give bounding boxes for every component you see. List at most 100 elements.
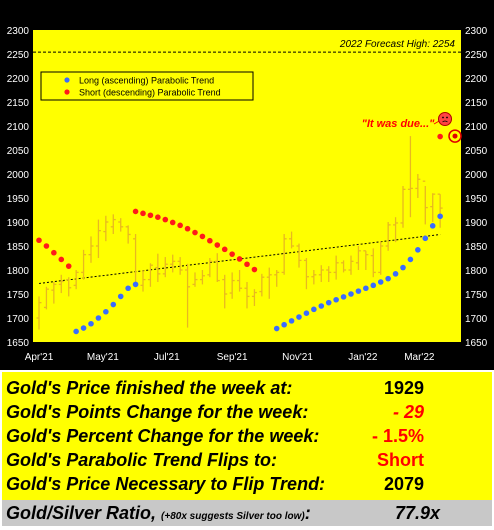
long-trend-dot	[429, 223, 436, 229]
stat-value: 2079	[383, 474, 424, 494]
long-trend-dot	[377, 279, 384, 285]
y-tick-label-left: 1750	[7, 290, 30, 301]
long-trend-dot	[415, 247, 421, 253]
x-tick-label: Jul'21	[154, 352, 180, 363]
short-trend-dot	[236, 256, 243, 262]
face-eye	[442, 116, 444, 119]
long-trend-dot	[385, 275, 391, 282]
y-tick-label-right: 1650	[465, 338, 488, 349]
long-trend-dot	[110, 301, 117, 308]
stat-row-percent-change: Gold's Percent Change for the week: - 1.…	[2, 424, 492, 448]
short-trend-dot	[229, 251, 235, 257]
x-tick-label: Sep'21	[217, 352, 248, 363]
y-tick-label-left: 1950	[7, 194, 30, 205]
long-trend-dot	[88, 320, 94, 327]
y-tick-label-left: 2050	[7, 146, 30, 157]
short-trend-dot	[51, 249, 57, 256]
short-trend-dot	[169, 219, 176, 226]
long-trend-dot	[125, 285, 131, 292]
stat-row-trend-flip: Gold's Parabolic Trend Flips to: Short	[2, 448, 492, 472]
short-trend-dot	[184, 225, 191, 232]
y-tick-label-right: 1850	[465, 242, 488, 253]
stat-row-points-change: Gold's Points Change for the week: - 29	[2, 400, 492, 424]
long-trend-dot	[318, 303, 325, 309]
long-trend-dot	[80, 325, 87, 331]
legend-box	[40, 71, 254, 101]
stats-panel: Gold's Price finished the week at: 1929 …	[2, 372, 492, 526]
worried-face-icon	[438, 112, 452, 126]
gs-sep: :	[304, 503, 311, 523]
y-tick-label-left: 2000	[7, 170, 30, 181]
short-trend-dot	[214, 242, 221, 248]
y-tick-label-right: 1950	[465, 194, 488, 205]
stat-value: Short	[377, 450, 424, 470]
gs-note: (+80x suggests Silver too low)	[161, 511, 305, 522]
gold-silver-ratio-row: Gold/Silver Ratio, (+80x suggests Silver…	[2, 500, 492, 526]
legend-marker	[64, 89, 70, 95]
short-trend-dot	[43, 243, 50, 249]
short-trend-dot	[65, 263, 72, 269]
short-trend-dot	[437, 133, 443, 140]
long-trend-dot	[407, 256, 414, 263]
y-tick-label-left: 2300	[7, 26, 30, 37]
y-tick-label-right: 1700	[465, 314, 488, 325]
long-trend-dot	[400, 264, 406, 271]
gs-label-text: Gold/Silver Ratio,	[6, 503, 157, 523]
y-tick-label-left: 1700	[7, 314, 30, 325]
legend-label: Short (descending) Parabolic Trend	[79, 88, 221, 98]
flip-marker-center	[452, 133, 458, 139]
long-trend-dot	[437, 213, 443, 220]
x-tick-label: Jan'22	[348, 352, 378, 363]
long-trend-dot	[348, 291, 354, 297]
y-tick-label-right: 2100	[465, 122, 488, 133]
y-tick-label-left: 2250	[7, 50, 30, 61]
stat-label: Gold's Parabolic Trend Flips to:	[6, 450, 277, 470]
y-tick-label-right: 2250	[465, 50, 488, 61]
long-trend-dot	[303, 310, 310, 317]
short-trend-dot	[155, 214, 161, 220]
y-tick-label-left: 2100	[7, 122, 30, 133]
long-trend-dot	[103, 308, 109, 315]
stat-row-flip-price: Gold's Price Necessary to Flip Trend: 20…	[2, 472, 492, 496]
short-trend-dot	[132, 208, 139, 215]
stat-value: - 29	[392, 402, 424, 422]
y-tick-label-right: 2150	[465, 98, 488, 109]
long-trend-dot	[296, 314, 302, 320]
y-tick-label-left: 1650	[7, 338, 30, 349]
y-tick-label-right: 2050	[465, 146, 488, 157]
annotation-text: "It was due..."	[362, 118, 436, 130]
long-trend-dot	[363, 285, 369, 292]
stat-label: Gold's Points Change for the week:	[6, 402, 309, 422]
short-trend-dot	[251, 266, 258, 273]
long-trend-dot	[325, 299, 332, 306]
stat-value: - 1.5%	[371, 426, 424, 446]
face-eye	[446, 116, 448, 119]
y-tick-label-left: 2200	[7, 74, 30, 85]
forecast-label: 2022 Forecast High: 2254	[339, 39, 456, 50]
short-trend-dot	[36, 237, 42, 244]
chart-panel: Weekly Gold Bars & Parabolic Trends 1650 1…	[0, 0, 494, 370]
long-trend-dot	[311, 306, 317, 313]
long-trend-dot	[355, 288, 362, 294]
y-tick-label-right: 1800	[465, 266, 488, 277]
stat-label: Gold's Percent Change for the week:	[6, 426, 320, 446]
y-tick-label-right: 2000	[465, 170, 488, 181]
trend-line	[38, 233, 441, 284]
stat-row-price: Gold's Price finished the week at: 1929	[2, 376, 492, 400]
long-trend-dot	[333, 296, 339, 303]
long-trend-dot	[73, 328, 79, 335]
y-tick-label-left: 1800	[7, 266, 30, 277]
gold-silver-ratio-value: 77.9x	[394, 503, 440, 523]
long-trend-dot	[370, 282, 377, 289]
gold-chart: Weekly Gold Bars & Parabolic Trends 1650 1…	[6, 26, 488, 363]
short-trend-dot	[221, 246, 228, 253]
y-tick-label-left: 1900	[7, 218, 30, 229]
short-trend-dot	[162, 216, 169, 223]
long-trend-dot	[132, 281, 139, 288]
long-trend-dot	[340, 294, 347, 300]
y-tick-label-left: 2150	[7, 98, 30, 109]
long-trend-dot	[281, 321, 287, 328]
short-trend-dot	[199, 233, 206, 240]
x-tick-label: Nov'21	[282, 352, 313, 363]
y-tick-label-right: 2200	[465, 74, 488, 85]
